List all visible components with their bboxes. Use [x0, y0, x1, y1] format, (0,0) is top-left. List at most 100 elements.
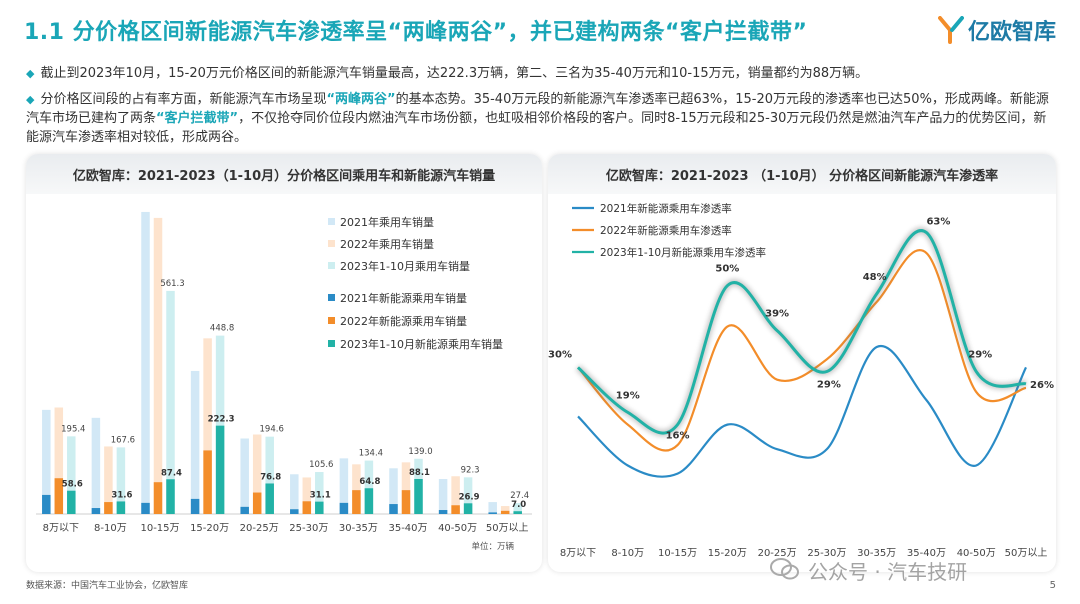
bar-2021-total	[240, 438, 249, 514]
bar-2023-total	[513, 503, 522, 514]
bar-2023-nev	[265, 483, 274, 514]
category-label: 8万以下	[560, 548, 596, 559]
legend-label: 2021年新能源乘用车渗透率	[600, 202, 732, 215]
bar-2023-total	[364, 460, 374, 514]
legend-swatch	[328, 262, 335, 269]
left-chart-panel: 亿欧智库：2021-2023（1-10月）分价格区间乘用车和新能源汽车销量 19…	[26, 154, 542, 572]
bar-2022-total	[252, 434, 262, 514]
bar-2021-total	[488, 502, 497, 514]
data-label-2023: 30%	[548, 349, 572, 360]
legend-swatch	[328, 317, 335, 324]
bar-2023-total	[215, 335, 225, 514]
bar-2022-total	[500, 506, 510, 514]
page-title: 1.1 分价格区间新能源汽车渗透率呈“两峰两谷”，并已建构两条“客户拦截带”	[24, 20, 808, 45]
bar-2023-total	[67, 436, 76, 514]
legend-label: 2022年新能源乘用车销量	[340, 314, 467, 328]
bar-2023-total	[463, 477, 473, 514]
bar-2023-nev	[116, 501, 126, 514]
category-label: 50万以上	[1005, 547, 1048, 559]
bar-2021-total	[389, 468, 398, 514]
category-label: 35-40万	[907, 548, 946, 559]
right-chart-title: 亿欧智库：2021-2023 （1-10月） 分价格区间新能源汽车渗透率	[548, 154, 1056, 194]
category-label: 15-20万	[190, 523, 229, 534]
line-2023-shadow	[575, 227, 1027, 437]
data-label-nev: 31.6	[111, 490, 132, 500]
bar-2021-nev	[42, 494, 51, 514]
legend-label: 2023年1-10月新能源乘用车渗透率	[600, 246, 766, 259]
bar-2021-total	[438, 479, 448, 514]
legend-label: 2021年新能源乘用车销量	[340, 291, 467, 305]
category-label: 30-35万	[339, 523, 378, 534]
data-label-2023: 63%	[926, 217, 950, 228]
data-label-total: 167.6	[111, 435, 135, 445]
data-label-total: 134.4	[359, 449, 383, 459]
data-label-nev: 26.9	[459, 492, 480, 502]
bar-2023-nev	[414, 478, 423, 514]
bar-2022-total	[54, 407, 64, 514]
bar-2022-nev	[153, 482, 163, 514]
legend-swatch	[328, 340, 335, 347]
bullet-2-text-c: ，不仅抢夺同价位段内燃油汽车市场份额，也虹吸相邻价格段的客户。同时8-15万元段…	[26, 111, 1047, 145]
data-label-total: 105.6	[309, 460, 333, 470]
bullet-2-highlight-2: “客户拦截带”	[156, 111, 239, 126]
bar-2023-total	[265, 436, 274, 514]
data-label-nev: 64.8	[359, 477, 380, 487]
legend-label: 2023年1-10月新能源乘用车销量	[340, 337, 503, 351]
logo-text: 亿欧智库	[967, 20, 1056, 45]
bar-2022-total	[104, 446, 113, 514]
bullet-1-text: 截止到2023年10月，15-20万元价格区间的新能源汽车销量最高，达222.3…	[40, 66, 869, 81]
right-chart-panel: 亿欧智库：2021-2023 （1-10月） 分价格区间新能源汽车渗透率 30%…	[548, 154, 1056, 572]
page-number: 5	[1049, 580, 1056, 591]
data-label-2023: 39%	[765, 309, 789, 320]
bar-2022-nev	[54, 478, 64, 514]
bar-2022-total	[203, 338, 212, 514]
bar-2023-total	[116, 447, 126, 514]
bar-2023-total	[315, 472, 324, 514]
category-label: 35-40万	[388, 523, 427, 534]
line-2022-penetration	[577, 249, 1027, 452]
category-label: 50万以上	[486, 522, 529, 534]
category-label: 8-10万	[94, 523, 127, 534]
line-2021-penetration	[577, 344, 1027, 478]
data-label-total: 194.6	[260, 425, 284, 435]
bar-2022-nev	[252, 492, 262, 514]
unit-label: 单位：万辆	[471, 541, 514, 552]
bar-2022-total	[401, 462, 411, 514]
legend-label: 2022年新能源乘用车渗透率	[600, 224, 732, 237]
category-label: 10-15万	[658, 548, 697, 559]
diamond-bullet-icon: ◆	[26, 67, 35, 80]
legend-label: 2021年乘用车销量	[340, 215, 434, 229]
data-label-2023: 26%	[1030, 380, 1054, 391]
bar-2022-nev	[203, 450, 212, 514]
bar-2022-nev	[302, 501, 312, 514]
left-chart-title: 亿欧智库：2021-2023（1-10月）分价格区间乘用车和新能源汽车销量	[26, 154, 542, 194]
legend-label: 2023年1-10月乘用车销量	[340, 259, 470, 273]
data-label-nev: 58.6	[62, 480, 83, 490]
data-label-nev: 31.1	[310, 491, 331, 501]
bar-2023-nev	[364, 488, 374, 514]
bar-2021-nev	[339, 502, 349, 514]
bar-chart: 195.4 58.6 8万以下 167.6 31.6 8-10万 561.3 87.4 10-1…	[36, 211, 532, 552]
line-chart: 30% 19% 16% 50% 39% 29% 48% 63% 29% 26% 8万以下 8-10万 1…	[548, 202, 1054, 559]
wechat-icon	[770, 558, 799, 580]
data-label-2023: 19%	[616, 390, 640, 401]
bar-2023-nev	[166, 479, 175, 514]
bar-2021-nev	[438, 510, 448, 514]
bar-2021-nev	[488, 512, 497, 514]
bar-2023-nev	[463, 503, 473, 514]
bar-2022-nev	[104, 502, 113, 514]
bar-2021-total	[141, 211, 150, 514]
data-label-total: 448.8	[210, 324, 234, 334]
bar-2021-nev	[240, 506, 249, 514]
bar-2023-nev	[215, 425, 225, 514]
bar-2023-nev	[513, 511, 522, 514]
category-label: 25-30万	[807, 548, 846, 559]
legend-swatch	[328, 294, 335, 301]
data-label-total: 195.4	[61, 424, 85, 434]
bar-2021-nev	[91, 508, 101, 514]
data-label-nev: 7.0	[511, 500, 526, 510]
category-label: 8-10万	[611, 548, 644, 559]
data-label-nev: 222.3	[208, 415, 235, 425]
logo: 亿欧智库	[937, 14, 1056, 46]
bar-2021-total	[339, 458, 349, 514]
